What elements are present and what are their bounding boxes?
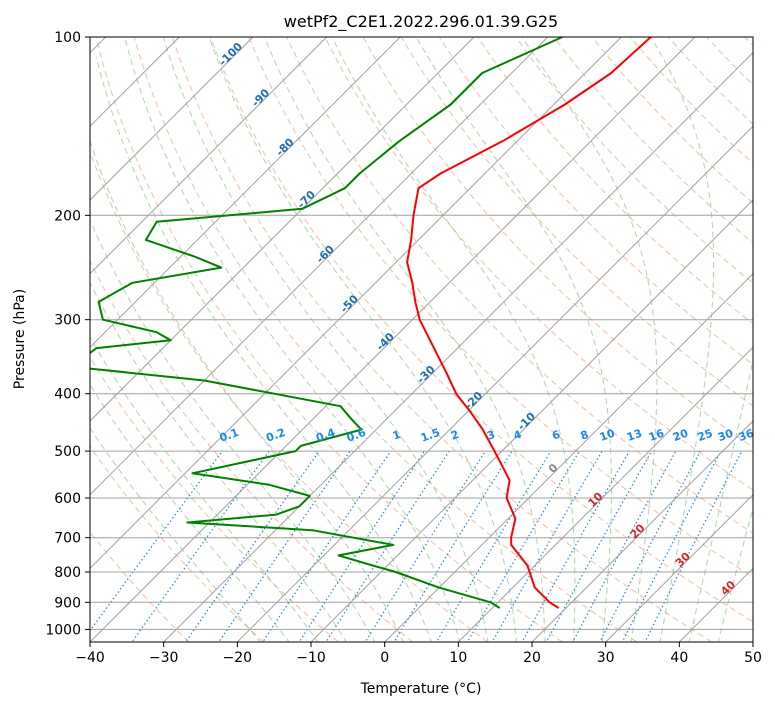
isotherm-line	[90, 37, 696, 642]
y-tick-label: 500	[54, 444, 81, 460]
mixing-ratio-label: 4	[512, 428, 524, 443]
moist-adiabat-line	[650, 37, 715, 642]
isotherm-line	[90, 37, 549, 496]
x-tick-label: 10	[449, 650, 467, 666]
moist-adiabat-line	[124, 37, 461, 642]
dry-adiabat-line	[286, 37, 753, 534]
y-tick-label: 200	[54, 208, 81, 224]
y-tick-label: 800	[54, 565, 81, 581]
grid-lines	[90, 37, 753, 642]
moist-adiabat-line	[717, 506, 753, 642]
y-tick-label: 1000	[45, 622, 81, 638]
mixing-ratio-label: 25	[696, 427, 715, 444]
isotherm-line	[457, 346, 753, 642]
x-axis-label: Temperature (°C)	[360, 681, 482, 697]
mixing-ratio-label: 0.6	[345, 426, 368, 445]
axis-ticks: −40 −30 −20 −10 0 10 20 30 40 5010020030040050060…	[45, 30, 762, 666]
y-tick-label: 900	[54, 595, 81, 611]
moist-adiabat-line	[90, 383, 290, 642]
x-tick-label: −20	[223, 650, 253, 666]
dry-adiabat-line	[477, 37, 753, 325]
y-tick-label: 300	[54, 313, 81, 329]
isotherm-line	[90, 37, 622, 570]
isotherm-line	[605, 493, 753, 642]
moist-adiabat-line	[162, 37, 489, 642]
moist-adiabat-line	[688, 357, 753, 642]
x-tick-label: 30	[597, 650, 615, 666]
mixing-ratio-label: 6	[550, 428, 562, 443]
moist-adiabat-line	[208, 37, 517, 642]
x-tick-label: 0	[380, 650, 389, 666]
isotherm-line	[90, 37, 254, 201]
mixing-ratio-label: 1.5	[419, 426, 442, 445]
chart-title: wetPf2_C2E1.2022.296.01.39.G25	[284, 12, 558, 32]
mixing-ratio-label: 36	[737, 426, 756, 444]
x-tick-label: −30	[149, 650, 179, 666]
series-layer	[90, 37, 652, 609]
y-axis-label: Pressure (hPa)	[12, 289, 28, 389]
mixing-ratio-label: 10	[598, 426, 617, 444]
y-tick-label: 600	[54, 491, 81, 507]
moist-adiabat-line	[95, 56, 432, 642]
dry-adiabat-line	[248, 37, 753, 578]
dry-adiabat-line	[438, 37, 753, 366]
dry-adiabat-line	[553, 37, 753, 244]
x-tick-label: −40	[75, 650, 105, 666]
dry-adiabat-line	[171, 37, 712, 642]
mixing-ratio-label: 20	[671, 426, 690, 444]
x-tick-label: −10	[296, 650, 326, 666]
moist-adiabat-line	[521, 37, 658, 642]
isotherm-line	[90, 37, 328, 275]
dry-adiabat-line	[591, 37, 753, 204]
moist-adiabat-line	[331, 37, 576, 642]
mixing-ratio-label: 8	[579, 428, 591, 443]
moist-adiabat-line	[90, 335, 319, 642]
mixing-ratio-label: 13	[625, 427, 644, 444]
y-tick-label: 700	[54, 531, 81, 547]
moist-adiabat-line	[90, 427, 261, 642]
isotherm-line	[531, 420, 753, 642]
isotherm-line	[236, 125, 753, 642]
isotherm-line	[163, 51, 753, 642]
x-tick-label: 20	[523, 650, 541, 666]
dry-adiabat-line	[400, 37, 753, 407]
mixing-ratio-label: 3	[485, 428, 497, 443]
x-tick-label: 40	[670, 650, 688, 666]
plot-frame	[89, 36, 754, 643]
isotherm-line	[90, 37, 401, 349]
moist-adiabat-line	[90, 218, 376, 642]
dry-adiabat-line	[362, 37, 753, 449]
mixing-ratio-label: 0.1	[218, 426, 241, 445]
mixing-ratio-label: 0.4	[314, 426, 337, 445]
dewpoint-profile-line	[90, 37, 563, 609]
isotherm-line	[310, 199, 753, 642]
isotherm-line	[384, 272, 753, 642]
dry-adiabat-line	[90, 259, 414, 642]
mixing-ratio-label: 0.2	[264, 426, 287, 445]
isotherm-line	[90, 37, 475, 422]
temperature-profile-line	[406, 37, 652, 609]
y-tick-label: 100	[54, 30, 81, 46]
mixing-ratio-label: 2	[449, 428, 461, 443]
dry-adiabat-line	[90, 445, 264, 642]
dry-adiabat-line	[95, 37, 563, 642]
dry-adiabat-line	[629, 37, 753, 165]
y-tick-label: 400	[54, 387, 81, 403]
x-tick-label: 50	[744, 650, 762, 666]
moist-adiabat-line	[90, 139, 404, 642]
mixing-ratio-label: 30	[716, 426, 735, 444]
moist-adiabat-line	[90, 281, 347, 642]
mixing-ratio-label: 1	[391, 428, 403, 443]
mixing-ratio-label: 16	[647, 426, 666, 444]
